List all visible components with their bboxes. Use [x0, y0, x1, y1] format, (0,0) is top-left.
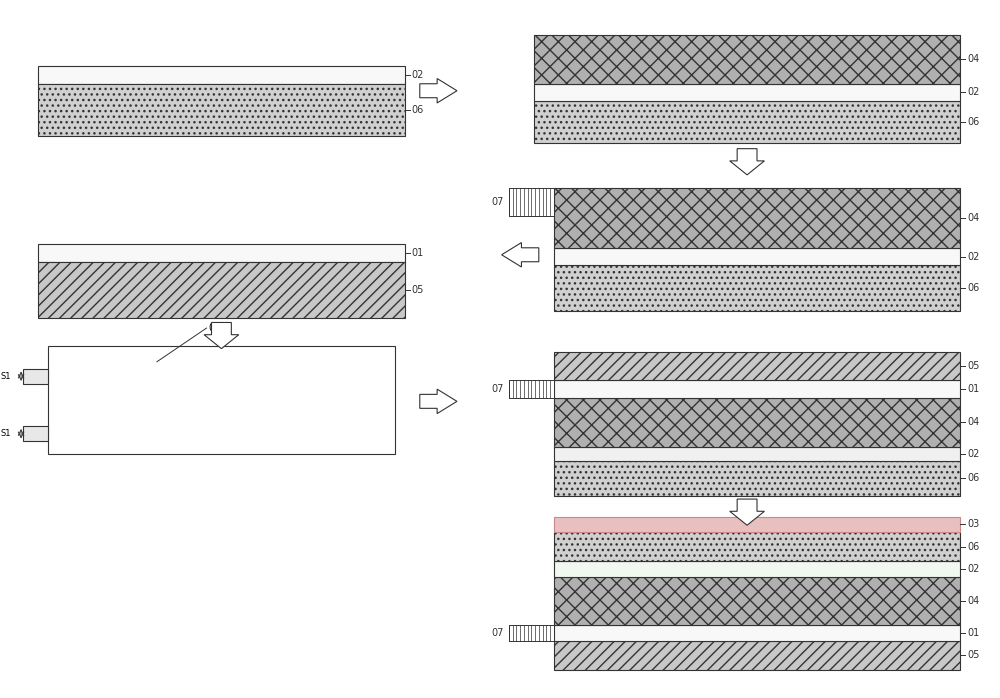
- Text: 05: 05: [967, 362, 980, 371]
- Text: 07: 07: [492, 384, 504, 394]
- Bar: [534, 101, 960, 143]
- Bar: [38, 262, 405, 318]
- Text: 06: 06: [967, 542, 980, 551]
- Text: 07: 07: [492, 198, 504, 207]
- Text: 01: 01: [967, 384, 980, 394]
- Bar: [554, 625, 960, 641]
- Bar: [534, 84, 960, 101]
- Bar: [23, 426, 48, 441]
- Bar: [554, 641, 960, 670]
- Text: 02: 02: [967, 449, 980, 459]
- FancyArrow shape: [730, 499, 764, 526]
- FancyArrow shape: [730, 149, 764, 174]
- Text: 04: 04: [967, 417, 980, 427]
- FancyArrow shape: [502, 243, 539, 267]
- Text: 02: 02: [967, 564, 980, 574]
- Text: 04: 04: [967, 596, 980, 606]
- Text: 04: 04: [967, 213, 980, 223]
- Text: 05: 05: [967, 651, 980, 660]
- Text: 01: 01: [209, 323, 221, 333]
- Text: 06: 06: [967, 283, 980, 293]
- Bar: [554, 265, 960, 311]
- Bar: [48, 346, 395, 454]
- Text: 04: 04: [967, 54, 980, 64]
- Text: 06: 06: [967, 117, 980, 127]
- Bar: [38, 244, 405, 262]
- FancyArrow shape: [420, 389, 457, 413]
- Bar: [554, 447, 960, 461]
- Bar: [534, 35, 960, 84]
- Bar: [509, 380, 554, 398]
- Bar: [38, 84, 405, 136]
- Bar: [23, 369, 48, 384]
- Text: 02: 02: [412, 70, 424, 80]
- Bar: [554, 380, 960, 398]
- Bar: [554, 561, 960, 577]
- FancyArrow shape: [420, 79, 457, 103]
- Bar: [554, 248, 960, 265]
- Text: 07: 07: [492, 628, 504, 638]
- Text: 03: 03: [967, 519, 980, 529]
- Bar: [554, 532, 960, 561]
- Text: 02: 02: [967, 87, 980, 98]
- FancyArrow shape: [204, 322, 239, 348]
- Bar: [38, 66, 405, 84]
- Bar: [554, 188, 960, 248]
- Text: 06: 06: [412, 105, 424, 115]
- Bar: [554, 398, 960, 447]
- Bar: [509, 188, 554, 216]
- Text: S1: S1: [1, 372, 11, 380]
- Text: 05: 05: [412, 285, 424, 295]
- Text: 06: 06: [967, 473, 980, 483]
- Bar: [554, 577, 960, 625]
- Bar: [554, 352, 960, 380]
- Text: 02: 02: [967, 251, 980, 262]
- Bar: [554, 517, 960, 532]
- Bar: [509, 625, 554, 641]
- Text: 01: 01: [412, 248, 424, 258]
- Text: 01: 01: [967, 628, 980, 638]
- Bar: [554, 461, 960, 496]
- Text: S1: S1: [1, 429, 11, 438]
